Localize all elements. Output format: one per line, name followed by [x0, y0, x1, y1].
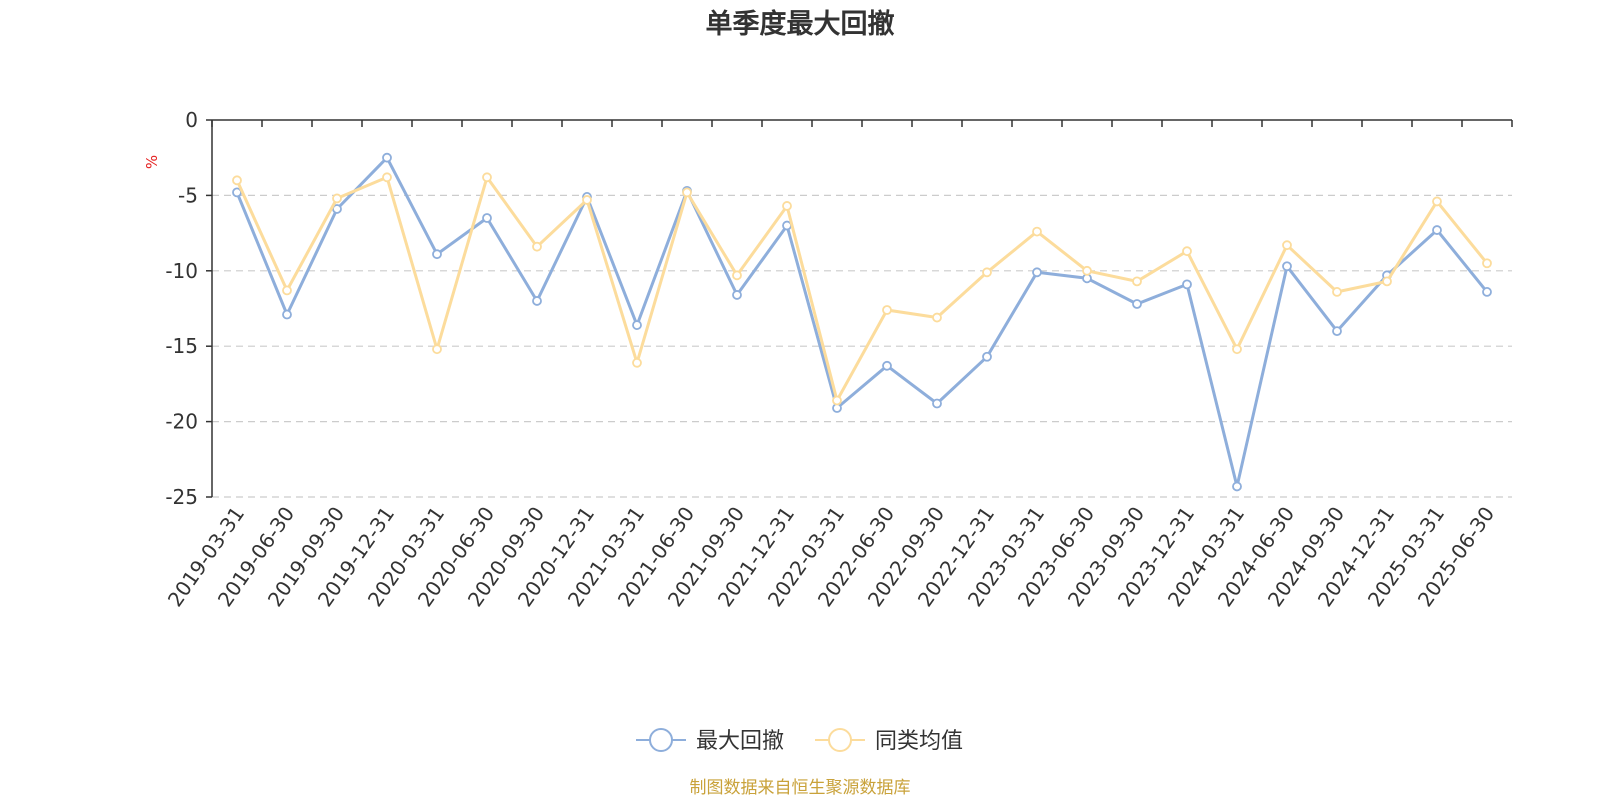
data-point — [432, 249, 442, 260]
series-lines — [232, 152, 1492, 492]
data-point — [682, 187, 692, 198]
source-note: 制图数据来自恒生聚源数据库 — [690, 778, 911, 798]
data-point — [1032, 267, 1042, 278]
data-point — [1232, 481, 1242, 492]
data-point — [432, 344, 442, 355]
data-point — [1482, 287, 1492, 297]
legend-label: 同类均值 — [875, 729, 963, 754]
data-point — [1382, 276, 1392, 287]
axes — [206, 119, 1513, 498]
data-point — [982, 267, 992, 278]
y-tick-label: 0 — [185, 108, 198, 132]
y-tick-labels: 0 -5 -10 -15 -20 -25 — [165, 108, 198, 509]
data-point — [732, 290, 742, 300]
data-point — [782, 201, 792, 211]
data-point — [1132, 299, 1142, 309]
data-point — [632, 320, 642, 330]
data-point — [332, 204, 342, 214]
legend-marker — [828, 728, 852, 752]
data-point — [1432, 196, 1442, 207]
data-point — [532, 241, 542, 252]
chart-title: 单季度最大回撤 — [706, 8, 895, 40]
data-point — [232, 175, 242, 186]
data-point — [282, 309, 292, 320]
data-point — [1482, 258, 1492, 269]
y-axis-unit-label: % — [143, 155, 161, 169]
data-point — [1182, 246, 1192, 257]
series-line — [235, 175, 1489, 402]
data-point — [482, 172, 492, 183]
data-point — [832, 395, 842, 406]
legend-item-2[interactable]: 同类均值 — [815, 728, 963, 754]
series-2 — [232, 172, 1492, 406]
legend-label: 最大回撤 — [696, 729, 784, 754]
data-point — [1132, 276, 1142, 287]
data-point — [1282, 240, 1292, 251]
grid-lines — [212, 194, 1512, 498]
data-point — [582, 195, 592, 205]
y-tick-label: -10 — [165, 259, 198, 283]
data-point — [1282, 261, 1292, 272]
y-tick-label: -25 — [165, 485, 198, 509]
data-point — [1082, 265, 1092, 276]
data-point — [932, 398, 942, 409]
data-point — [882, 305, 892, 315]
data-point — [882, 360, 892, 371]
data-point — [1182, 279, 1192, 290]
data-point — [382, 152, 392, 163]
data-point — [482, 213, 492, 223]
data-point — [632, 357, 642, 368]
data-point — [1332, 287, 1342, 297]
data-point — [1032, 226, 1042, 237]
y-tick-label: -15 — [165, 334, 198, 358]
legend-marker — [649, 728, 673, 752]
data-point — [282, 285, 292, 296]
data-point — [1432, 225, 1442, 235]
data-point — [532, 296, 542, 306]
data-point — [332, 193, 342, 204]
y-tick-label: -5 — [178, 183, 198, 207]
series-line — [235, 156, 1489, 488]
legend-item-1[interactable]: 最大回撤 — [636, 728, 784, 754]
x-tick-labels: 2019-03-312019-06-302019-09-302019-12-31… — [163, 502, 1499, 611]
legend[interactable]: 最大回撤 同类均值 — [636, 728, 963, 754]
data-point — [932, 312, 942, 323]
series-1 — [232, 152, 1492, 492]
data-point — [1232, 344, 1242, 355]
data-point — [732, 270, 742, 281]
data-point — [982, 351, 992, 362]
y-tick-label: -20 — [165, 410, 198, 434]
data-point — [1332, 326, 1342, 337]
data-point — [382, 172, 392, 183]
